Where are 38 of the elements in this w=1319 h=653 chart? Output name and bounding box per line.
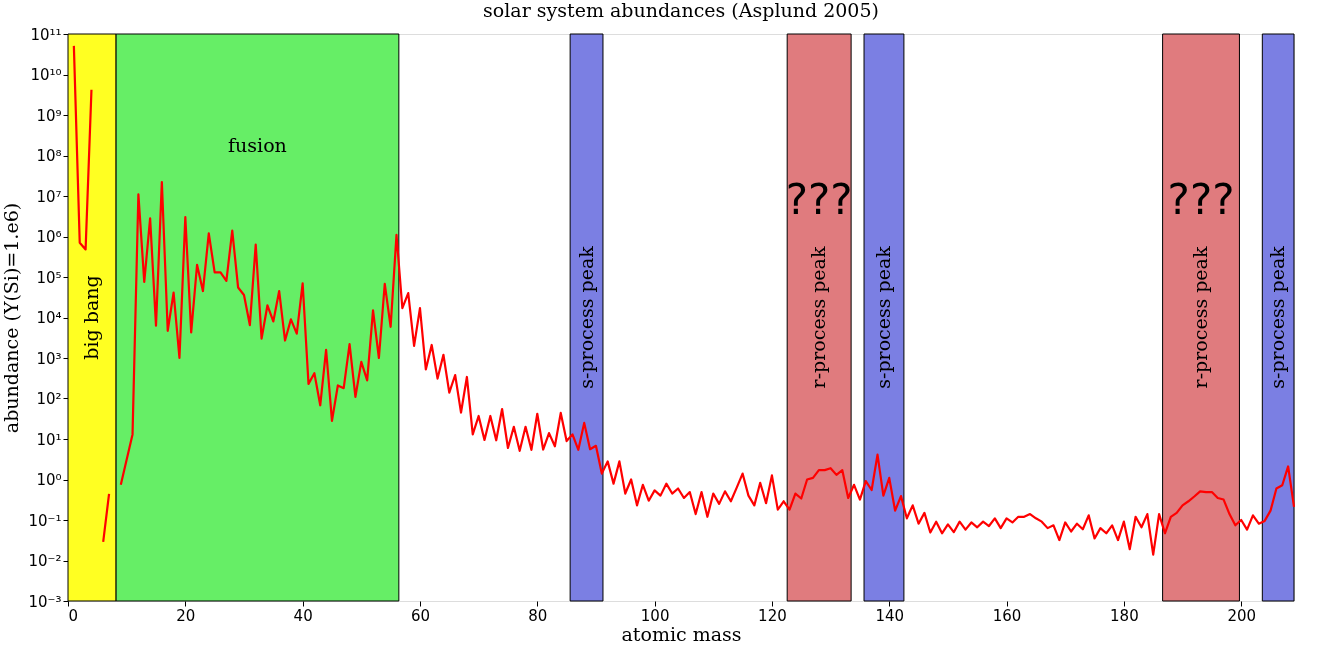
band-label: fusion [228, 134, 287, 156]
x-tick-label: 140 [875, 606, 905, 625]
x-tick-label: 80 [528, 606, 548, 625]
x-tick-label: 120 [758, 606, 787, 625]
y-tick-label: 10² [36, 390, 62, 408]
y-tick-label: 10⁶ [36, 228, 62, 246]
x-tick-label: 160 [992, 606, 1022, 625]
y-tick-label: 10¹ [36, 430, 62, 449]
x-tick-label: 180 [1110, 606, 1139, 625]
x-tick-label: 60 [410, 606, 431, 625]
y-tick-label: 10¹⁰ [30, 66, 62, 84]
y-tick-label: 10⁵ [36, 268, 62, 287]
chart-title: solar system abundances (Asplund 2005) [483, 0, 879, 21]
band-label: s-process peak [871, 245, 894, 389]
band-label: r-process peak [1189, 246, 1212, 389]
y-tick-label: 10⁰ [36, 471, 62, 489]
y-axis-title: abundance (Y(Si)=1.e6) [0, 202, 23, 434]
y-tick-label: 10⁻¹ [28, 511, 62, 530]
y-tick-label: 10⁸ [36, 147, 62, 165]
y-tick-label: 10⁹ [36, 106, 62, 125]
y-tick-label: 10⁻² [28, 552, 62, 570]
annotation: ??? [785, 175, 853, 225]
band-label: r-process peak [807, 246, 830, 389]
x-tick-label: 0 [68, 606, 79, 625]
band-label: big bang [80, 275, 103, 360]
y-tick-label: 10⁻³ [28, 592, 62, 611]
y-tick-label: 10⁴ [36, 309, 62, 327]
band-label: s-process peak [1266, 245, 1289, 389]
x-tick-label: 40 [293, 606, 313, 625]
x-tick-label: 100 [640, 606, 670, 625]
annotation: ??? [1167, 175, 1235, 225]
y-tick-label: 10¹¹ [30, 25, 62, 44]
x-tick-label: 20 [176, 606, 196, 625]
x-axis-title: atomic mass [621, 622, 742, 645]
y-tick-label: 10⁷ [36, 187, 62, 206]
band-label: s-process peak [574, 245, 597, 389]
x-tick-label: 200 [1227, 606, 1257, 625]
y-tick-label: 10³ [36, 349, 62, 368]
